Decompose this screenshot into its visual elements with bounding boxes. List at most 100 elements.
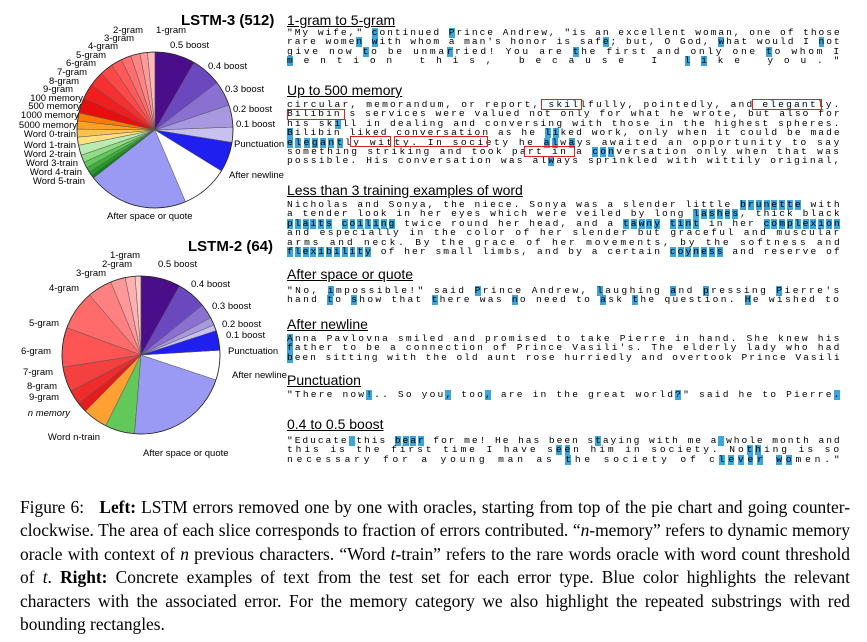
lstm3-title: LSTM-3 (512) (181, 12, 275, 29)
pie2-label: 0.5 boost (158, 259, 197, 270)
memory-def-n2: n (180, 543, 189, 564)
pie2-label: 6-gram (21, 346, 51, 357)
section-title: Punctuation (287, 372, 361, 388)
pie3-label: 0.4 boost (208, 61, 247, 72)
pie3-label: 2-gram (113, 25, 143, 36)
pie3-label: Punctuation (234, 139, 284, 150)
memory-bounding-box (350, 136, 391, 147)
pie2-label: 9-gram (29, 392, 59, 403)
pie2-label: 4-gram (49, 283, 79, 294)
section-title: 1-gram to 5-gram (287, 12, 396, 28)
pie3-label: 0.2 boost (233, 104, 272, 115)
section-title: After space or quote (287, 266, 414, 282)
pie3-label: 100 memory (30, 93, 83, 104)
pie3-label: 4-gram (88, 41, 118, 52)
pie3-label: 1-gram (156, 25, 186, 36)
pie2-label: 0.4 boost (191, 279, 230, 290)
pie2-label: 5-gram (29, 318, 59, 329)
pie3-label: 5000 memory (19, 120, 77, 131)
memory-bounding-box (752, 99, 822, 110)
section-title: Up to 500 memory (287, 82, 403, 98)
figure-label: Figure 6: (20, 497, 85, 517)
pie3-label: 5-gram (76, 50, 106, 61)
pie3-label: Word 0-train (24, 129, 76, 140)
pie3-label: After newline (229, 170, 284, 181)
memory-bounding-box (394, 136, 488, 147)
section-title: Less than 3 training examples of word (287, 182, 523, 198)
pie2-label: 3-gram (76, 268, 106, 279)
pie2-label: 0.3 boost (212, 301, 251, 312)
right-text: Concrete examples of text from the test … (20, 567, 850, 635)
pie2-outline (61, 275, 221, 435)
pie2-label: After newline (232, 370, 287, 381)
pie3-label: 1000 memory (21, 110, 79, 121)
pie3-label: Word 4-train (30, 167, 82, 178)
section-title: 0.4 to 0.5 boost (287, 416, 384, 432)
pie-charts: 1-gram2-gram3-gram4-gram5-gram6-gram7-gr… (19, 25, 287, 459)
pie3-label: Word 5-train (33, 176, 85, 187)
figure-caption: Figure 6: Left: LSTM errors removed one … (20, 496, 850, 636)
pie3-label: 0.1 boost (236, 119, 275, 130)
pie2-label: 1-gram (110, 250, 140, 261)
pie2-label: Word n-train (48, 432, 100, 443)
pie3-label: 0.3 boost (225, 84, 264, 95)
pie3-label: Word 1-train (24, 140, 76, 151)
memory-def-c: previous characters. “Word (194, 543, 386, 564)
left-text: LSTM errors removed one by one with orac… (20, 497, 851, 541)
pie2-label: n memory (28, 408, 71, 419)
memory-def-b: -memory” refers to dynamic memory oracle… (20, 520, 850, 564)
lstm2-title: LSTM-2 (64) (188, 238, 274, 255)
pie2-label: 2-gram (102, 259, 132, 270)
pie3-label: 500 memory (28, 101, 81, 112)
memory-def-n: n (580, 520, 590, 541)
pie3-label: 7-gram (57, 67, 87, 78)
word-t: t (390, 543, 396, 564)
pie2-label: 8-gram (27, 381, 57, 392)
pie2-label: Punctuation (228, 346, 278, 357)
pie3-label: After space or quote (107, 211, 193, 222)
pie2-label: 7-gram (23, 367, 53, 378)
memory-bounding-box (541, 99, 582, 110)
pie3-label: Word 3-train (26, 158, 78, 169)
pie3-label: 0.5 boost (170, 40, 209, 51)
figure: LSTM-3 (512) LSTM-2 (64) 1-gram 2-gram 3-g… (19, 12, 840, 465)
memory-def-a: “ (572, 520, 581, 541)
pie3-label: 9-gram (43, 84, 73, 95)
pie3-label: Word 2-train (24, 149, 76, 160)
pie2-label: 0.1 boost (226, 330, 265, 341)
pie3-label: 8-gram (49, 76, 79, 87)
pie3-label: 6-gram (66, 58, 96, 69)
memory-bounding-box (524, 146, 575, 157)
pie3-outline (76, 51, 234, 209)
word-def-end: . (47, 567, 52, 588)
word-def: -train” refers to the rare words oracle … (20, 543, 850, 588)
memory-bounding-box (287, 109, 345, 120)
pie2-label: 0.2 boost (222, 319, 261, 330)
